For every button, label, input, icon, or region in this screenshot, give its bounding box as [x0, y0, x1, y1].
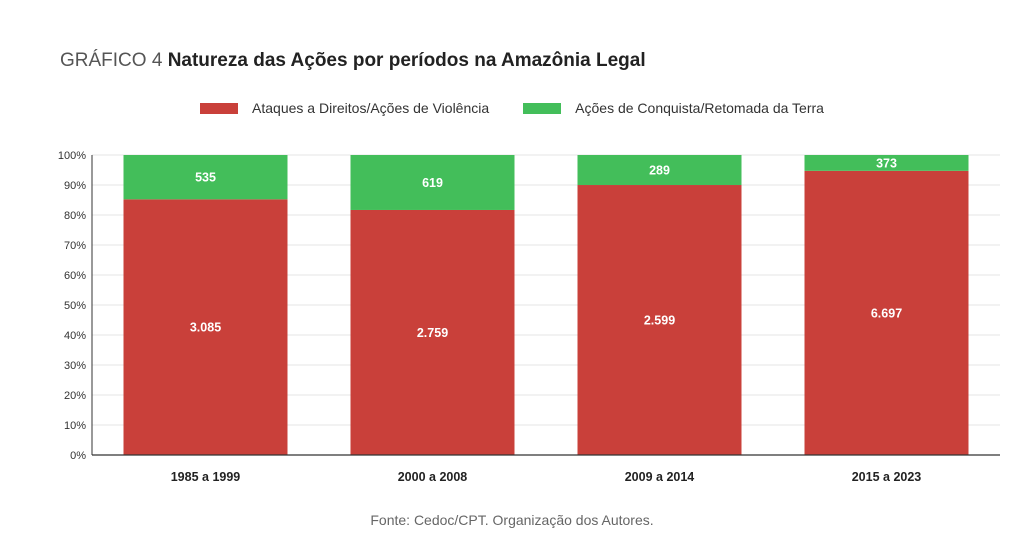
- bar-segment: [123, 155, 288, 200]
- legend: Ataques a Direitos/Ações de Violência Aç…: [0, 100, 1024, 116]
- y-tick-label: 60%: [64, 270, 86, 282]
- y-tick-label: 100%: [58, 150, 86, 162]
- data-label: 3.085: [190, 321, 221, 335]
- data-label: 535: [195, 171, 216, 185]
- legend-item-conquests: Ações de Conquista/Retomada da Terra: [523, 100, 824, 116]
- y-tick-label: 50%: [64, 300, 86, 312]
- y-tick-label: 10%: [64, 420, 86, 432]
- chart-title-text: Natureza das Ações por períodos na Amazô…: [167, 50, 646, 71]
- data-label: 2.599: [644, 314, 675, 328]
- chart-title-prefix: GRÁFICO 4: [60, 50, 163, 71]
- bar-segment: [577, 155, 742, 186]
- legend-swatch-attacks: [200, 102, 239, 114]
- y-tick-label: 80%: [64, 210, 86, 222]
- legend-label-conquests: Ações de Conquista/Retomada da Terra: [575, 100, 824, 116]
- data-label: 2.759: [417, 326, 448, 340]
- bar-segment: [350, 155, 515, 210]
- source-note: Fonte: Cedoc/CPT. Organização dos Autore…: [370, 512, 654, 528]
- bar-segment: [350, 209, 515, 455]
- y-tick-label: 0%: [70, 450, 86, 462]
- legend-item-attacks: Ataques a Direitos/Ações de Violência: [200, 100, 489, 116]
- data-label: 6.697: [871, 306, 902, 320]
- data-label: 373: [876, 156, 897, 170]
- chart-title: GRÁFICO 4 Natureza das Ações por período…: [60, 50, 646, 72]
- y-tick-label: 90%: [64, 180, 86, 192]
- x-tick-label: 1985 a 1999: [171, 470, 241, 484]
- y-tick-label: 30%: [64, 360, 86, 372]
- x-tick-label: 2009 a 2014: [625, 470, 695, 484]
- data-label: 619: [422, 176, 443, 190]
- y-tick-label: 20%: [64, 390, 86, 402]
- y-tick-label: 70%: [64, 240, 86, 252]
- y-tick-label: 40%: [64, 330, 86, 342]
- legend-swatch-conquests: [523, 102, 562, 114]
- x-tick-label: 2015 a 2023: [852, 470, 922, 484]
- bar-segment: [804, 155, 969, 171]
- data-label: 289: [649, 164, 670, 178]
- bar-segment: [577, 185, 742, 455]
- x-tick-label: 2000 a 2008: [398, 470, 468, 484]
- legend-label-attacks: Ataques a Direitos/Ações de Violência: [252, 100, 490, 116]
- bar-segment: [123, 199, 288, 455]
- bar-segment: [804, 170, 969, 455]
